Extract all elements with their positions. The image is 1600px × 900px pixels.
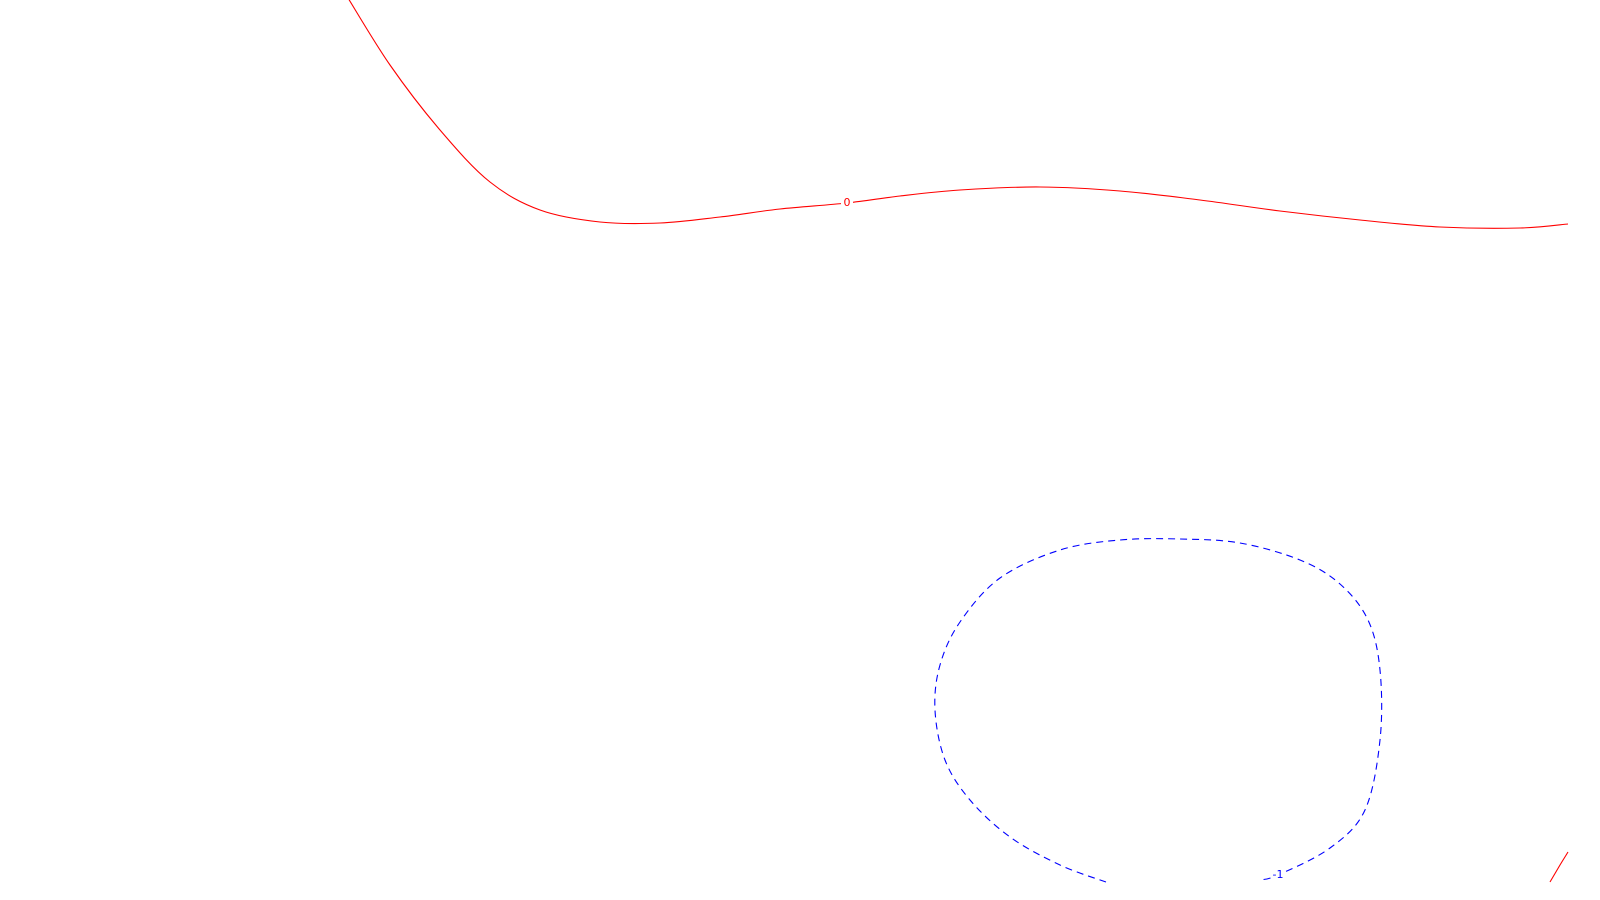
contour-line-edge-2 bbox=[1549, 851, 1569, 883]
contour-line-neg1 bbox=[934, 538, 1383, 883]
contour-label-background bbox=[841, 197, 853, 209]
contour-label-background bbox=[1272, 869, 1284, 881]
contour-label: -1 bbox=[1273, 868, 1284, 881]
contour-label: 0 bbox=[844, 196, 851, 209]
contour-layer: 0 -1 bbox=[348, 0, 1569, 883]
contour-line-0 bbox=[348, 0, 1569, 229]
